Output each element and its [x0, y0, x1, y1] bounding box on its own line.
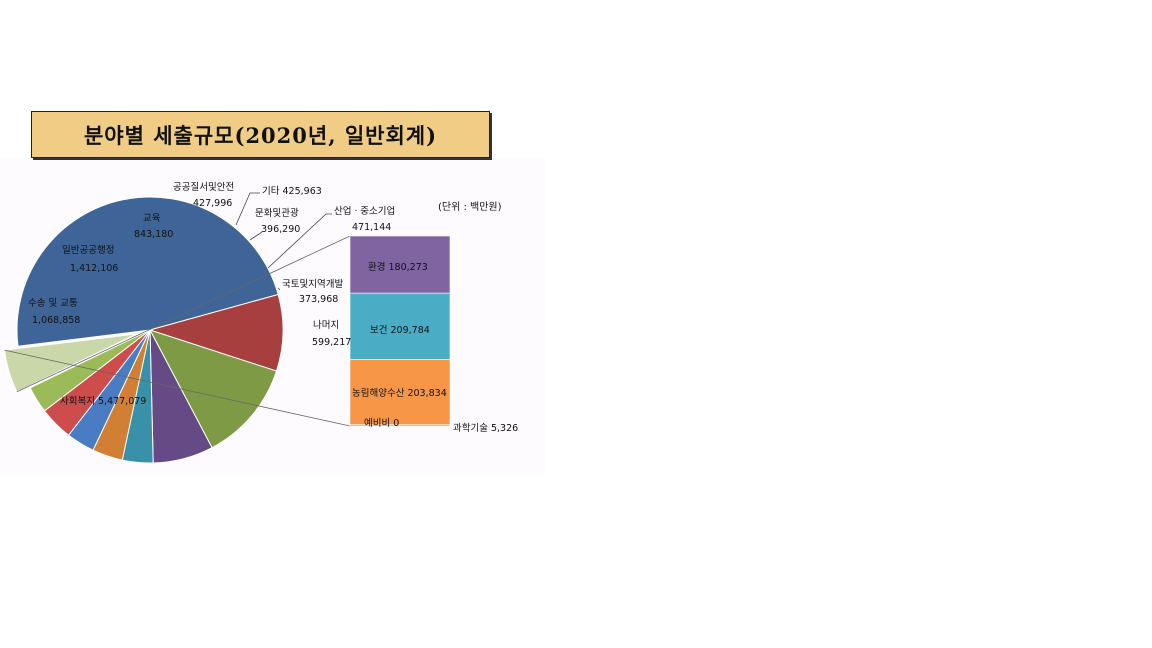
- pie-slice-수송-및-교통: [148, 293, 284, 372]
- slice-value-산업-중소기업: 471,144: [352, 222, 391, 233]
- slice-value-문화및관광: 396,290: [261, 224, 300, 235]
- bar-segment-과학기술: [349, 424, 451, 427]
- chart-title: 분야별 세출규모(2020년, 일반회계): [31, 111, 490, 158]
- bar-segment-환경: [349, 235, 451, 294]
- slice-value-공공질서및안전: 427,996: [193, 198, 232, 209]
- unit-note: (단위 : 백만원): [438, 200, 502, 213]
- slice-value-일반공공행정: 1,412,106: [70, 263, 118, 274]
- slice-value-교육: 843,180: [134, 229, 173, 240]
- connector-bottom: [4, 349, 351, 427]
- slice-value-나머지: 599,217: [312, 337, 351, 348]
- connector-top: [16, 235, 351, 393]
- bar-label-보건: 보건 209,784: [370, 325, 430, 336]
- leader-문화및관광: [249, 231, 263, 241]
- bar-segment-농림해양수산: [349, 359, 451, 425]
- slice-label-산업-중소기업: 산업ㆍ중소기업: [334, 205, 395, 217]
- bar-label-농림해양수산: 농림해양수산 203,834: [352, 387, 447, 399]
- slice-label-수송-및-교통: 수송 및 교통: [28, 297, 78, 309]
- pie-slice-사회복지: [16, 196, 279, 347]
- connector-lines: [4, 192, 351, 427]
- pie-slice-일반공공행정: [148, 329, 278, 449]
- slice-label-일반공공행정: 일반공공행정: [62, 244, 114, 256]
- leader-기타: [235, 192, 260, 226]
- bar-label-예비비: 예비비 0: [364, 418, 399, 429]
- labels: 사회복지 5,477,079 수송 및 교통 1,068,858 일반공공행정 1,41…: [28, 181, 518, 434]
- slice-value-국토및지역개발: 373,968: [299, 294, 338, 305]
- slice-label-문화및관광: 문화및관광: [255, 207, 299, 219]
- leader-국토및지역개발: [277, 287, 281, 291]
- leader-산업-중소기업: [267, 213, 332, 269]
- slice-label-교육: 교육: [143, 213, 161, 224]
- breakdown-bar: [349, 235, 451, 427]
- bar-label-과학기술: 과학기술 5,326: [453, 423, 518, 434]
- pie-slices: [4, 196, 284, 464]
- slice-label-국토및지역개발: 국토및지역개발: [282, 278, 343, 290]
- bar-segment-보건: [349, 292, 451, 360]
- pie-slice-국토및지역개발: [29, 329, 151, 412]
- slice-label-공공질서및안전: 공공질서및안전: [173, 181, 234, 193]
- slice-label-사회복지: 사회복지 5,477,079: [60, 396, 146, 407]
- slice-label-기타: 기타 425,963: [262, 186, 322, 197]
- bar-label-환경: 환경 180,273: [368, 261, 428, 273]
- slice-label-나머지: 나머지: [313, 320, 339, 331]
- slice-value-수송-및-교통: 1,068,858: [32, 315, 80, 326]
